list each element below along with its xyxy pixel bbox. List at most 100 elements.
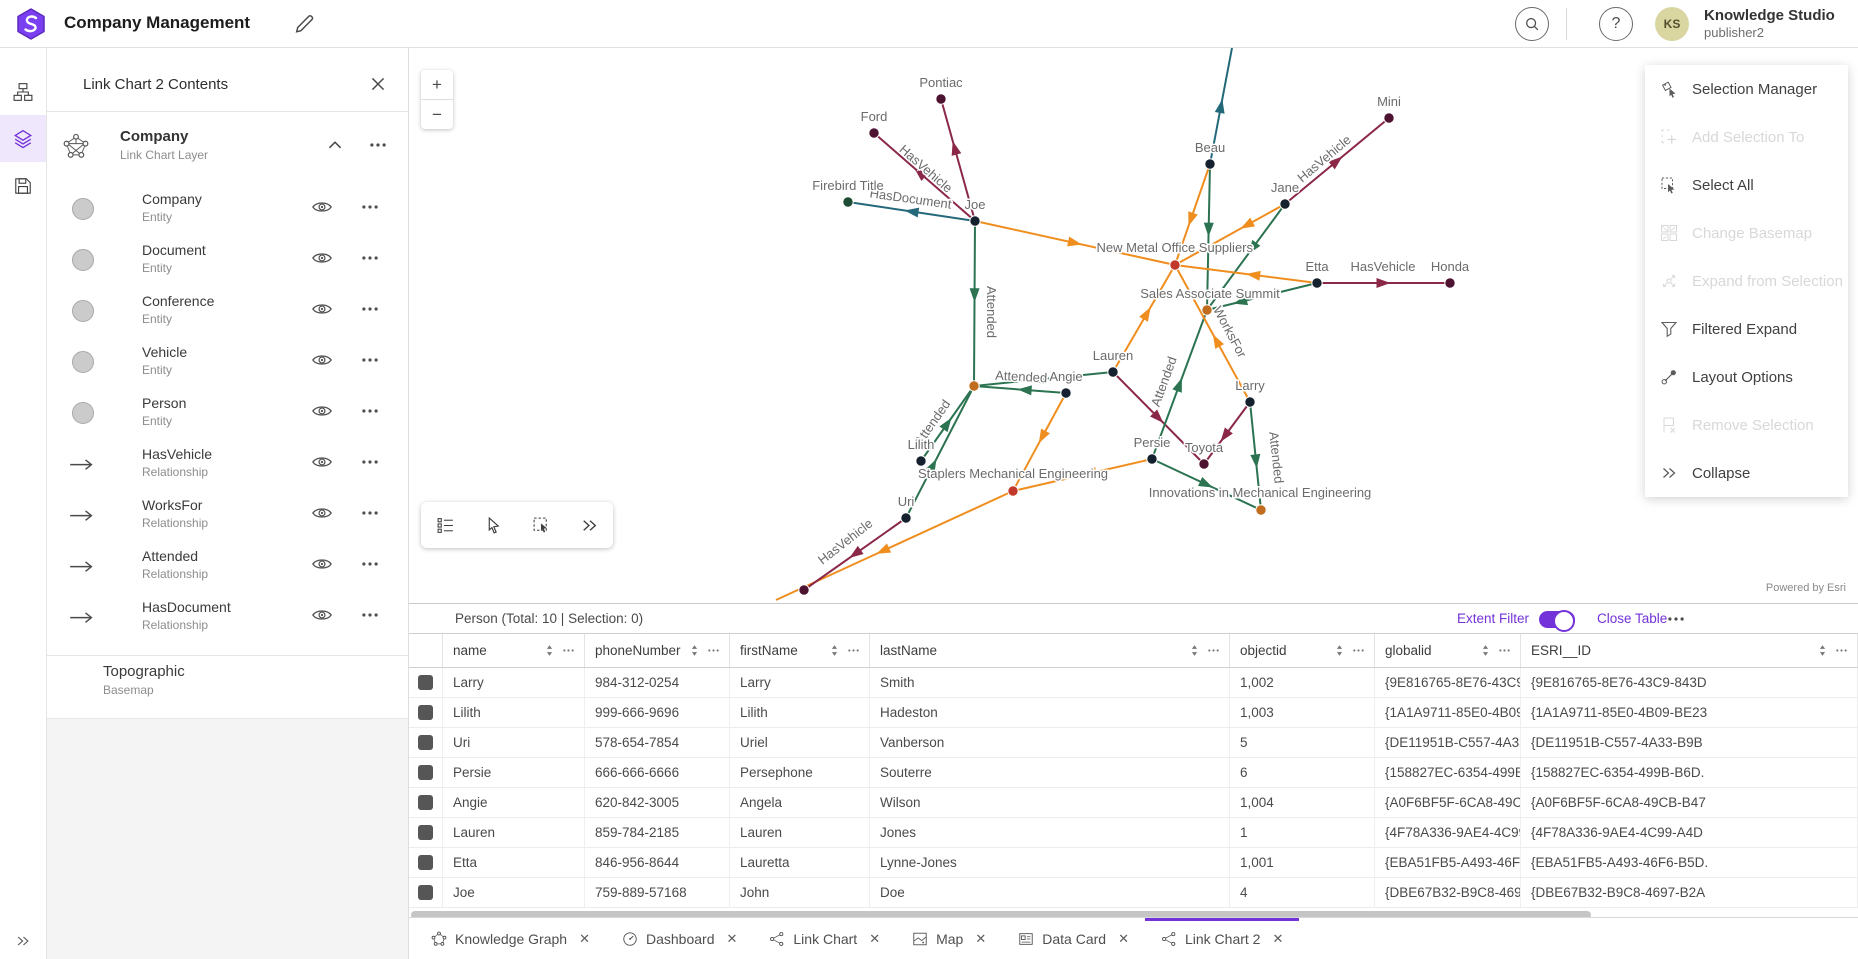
extent-filter-label[interactable]: Extent Filter [1457, 611, 1530, 626]
row-checkbox[interactable] [418, 885, 433, 900]
tab-dashboard[interactable]: Dashboard ✕ [606, 918, 753, 959]
node-sas[interactable] [1201, 304, 1213, 316]
sort-icon[interactable] [690, 644, 699, 657]
layer-item-worksfor[interactable]: WorksFor Relationship [47, 496, 408, 547]
tab-link-chart[interactable]: Link Chart ✕ [753, 918, 896, 959]
row-checkbox[interactable] [418, 675, 433, 690]
column-header-objectid[interactable]: objectid [1230, 634, 1375, 667]
node-persie[interactable] [1146, 453, 1158, 465]
layer-item-company[interactable]: Company Entity [47, 190, 408, 241]
visibility-eye-icon[interactable] [311, 604, 333, 626]
table-row[interactable]: Angie 620-842-3005 Angela Wilson 1,004 {A0F6B… [409, 788, 1858, 818]
basemap-row[interactable]: Topographic Basemap [47, 661, 408, 716]
avatar[interactable]: KS [1655, 7, 1689, 41]
row-checkbox[interactable] [418, 735, 433, 750]
item-options-icon[interactable] [359, 197, 381, 217]
edge-worksfor[interactable] [1174, 203, 1286, 266]
node-conf2[interactable] [968, 380, 980, 392]
tab-close-icon[interactable]: ✕ [1118, 930, 1129, 946]
link-chart-layer-group[interactable]: Company Link Chart Layer [47, 125, 408, 173]
tab-close-icon[interactable]: ✕ [579, 930, 590, 946]
node-beau[interactable] [1204, 158, 1216, 170]
row-checkbox[interactable] [418, 765, 433, 780]
item-options-icon[interactable] [359, 401, 381, 421]
menu-item-selection-manager[interactable]: Selection Manager [1645, 65, 1848, 113]
row-checkbox[interactable] [418, 825, 433, 840]
edge-attended[interactable] [973, 220, 976, 387]
toolbar-button-cursor[interactable] [478, 510, 508, 540]
tab-data-card[interactable]: Data Card ✕ [1002, 918, 1145, 959]
node-toyota[interactable] [1198, 458, 1210, 470]
item-options-icon[interactable] [359, 605, 381, 625]
tab-close-icon[interactable]: ✕ [869, 930, 881, 946]
item-options-icon[interactable] [359, 350, 381, 370]
search-button[interactable] [1515, 7, 1549, 41]
visibility-eye-icon[interactable] [311, 349, 333, 371]
menu-item-collapse[interactable]: Collapse [1645, 449, 1848, 497]
node-jane[interactable] [1279, 198, 1291, 210]
edge-worksfor[interactable] [1174, 264, 1318, 284]
node-etta[interactable] [1311, 277, 1323, 289]
sort-icon[interactable] [1481, 644, 1490, 657]
column-header-name[interactable]: name [443, 634, 585, 667]
link-chart-canvas[interactable]: HasVehicle HasDocument Attended HasVehicle H… [409, 48, 1858, 603]
layer-options-icon[interactable] [367, 135, 389, 155]
node-angie[interactable] [1060, 387, 1072, 399]
column-options-icon[interactable] [1351, 643, 1366, 658]
visibility-eye-icon[interactable] [311, 247, 333, 269]
node-staplers[interactable] [1007, 485, 1019, 497]
column-options-icon[interactable] [846, 643, 861, 658]
visibility-eye-icon[interactable] [311, 553, 333, 575]
sort-icon[interactable] [545, 644, 554, 657]
node-honda[interactable] [1444, 277, 1456, 289]
edge-worksfor[interactable] [1012, 458, 1153, 492]
table-options-icon[interactable] [1665, 609, 1687, 629]
item-options-icon[interactable] [359, 554, 381, 574]
row-checkbox[interactable] [418, 855, 433, 870]
sort-icon[interactable] [1335, 644, 1344, 657]
zoom-in-button[interactable]: + [432, 74, 442, 94]
column-options-icon[interactable] [561, 643, 576, 658]
node-lilith[interactable] [915, 455, 927, 467]
table-row[interactable]: Persie 666-666-6666 Persephone Souterre 6 {15… [409, 758, 1858, 788]
column-options-icon[interactable] [1497, 643, 1512, 658]
node-firebird[interactable] [842, 196, 854, 208]
column-options-icon[interactable] [1834, 643, 1849, 658]
node-innov[interactable] [1255, 504, 1267, 516]
node-lauren[interactable] [1107, 366, 1119, 378]
table-row[interactable]: Larry 984-312-0254 Larry Smith 1,002 {9E81676… [409, 668, 1858, 698]
visibility-eye-icon[interactable] [311, 400, 333, 422]
edge-attended[interactable] [1206, 163, 1211, 311]
node-joe[interactable] [969, 215, 981, 227]
close-panel-icon[interactable] [368, 74, 388, 94]
tab-close-icon[interactable]: ✕ [1272, 930, 1284, 946]
node-offv[interactable] [798, 584, 810, 596]
layer-item-person[interactable]: Person Entity [47, 394, 408, 445]
menu-item-select-all[interactable]: Select All [1645, 161, 1848, 209]
sort-icon[interactable] [1190, 644, 1199, 657]
column-options-icon[interactable] [706, 643, 721, 658]
column-options-icon[interactable] [1206, 643, 1221, 658]
scrollbar-thumb[interactable] [411, 911, 1591, 919]
item-options-icon[interactable] [359, 452, 381, 472]
zoom-out-button[interactable]: − [432, 104, 442, 124]
layer-item-conference[interactable]: Conference Entity [47, 292, 408, 343]
layer-item-document[interactable]: Document Entity [47, 241, 408, 292]
node-larry[interactable] [1244, 396, 1256, 408]
edge-hasvehicle[interactable] [940, 98, 976, 222]
sort-icon[interactable] [1818, 644, 1827, 657]
column-header-phonenumber[interactable]: phoneNumber [585, 634, 730, 667]
chevron-up-icon[interactable] [325, 135, 345, 155]
column-header-lastname[interactable]: lastName [870, 634, 1230, 667]
tab-close-icon[interactable]: ✕ [726, 930, 738, 946]
tab-map[interactable]: Map ✕ [896, 918, 1002, 959]
tab-knowledge-graph[interactable]: Knowledge Graph ✕ [415, 918, 606, 959]
help-button[interactable]: ? [1599, 7, 1633, 41]
table-row[interactable]: Lilith 999-666-9696 Lilith Hadeston 1,003 {1A… [409, 698, 1858, 728]
visibility-eye-icon[interactable] [311, 196, 333, 218]
node-uri[interactable] [900, 512, 912, 524]
row-checkbox[interactable] [418, 795, 433, 810]
node-pontiac[interactable] [935, 93, 947, 105]
menu-item-layout-options[interactable]: Layout Options [1645, 353, 1848, 401]
tab-close-icon[interactable]: ✕ [975, 930, 987, 946]
